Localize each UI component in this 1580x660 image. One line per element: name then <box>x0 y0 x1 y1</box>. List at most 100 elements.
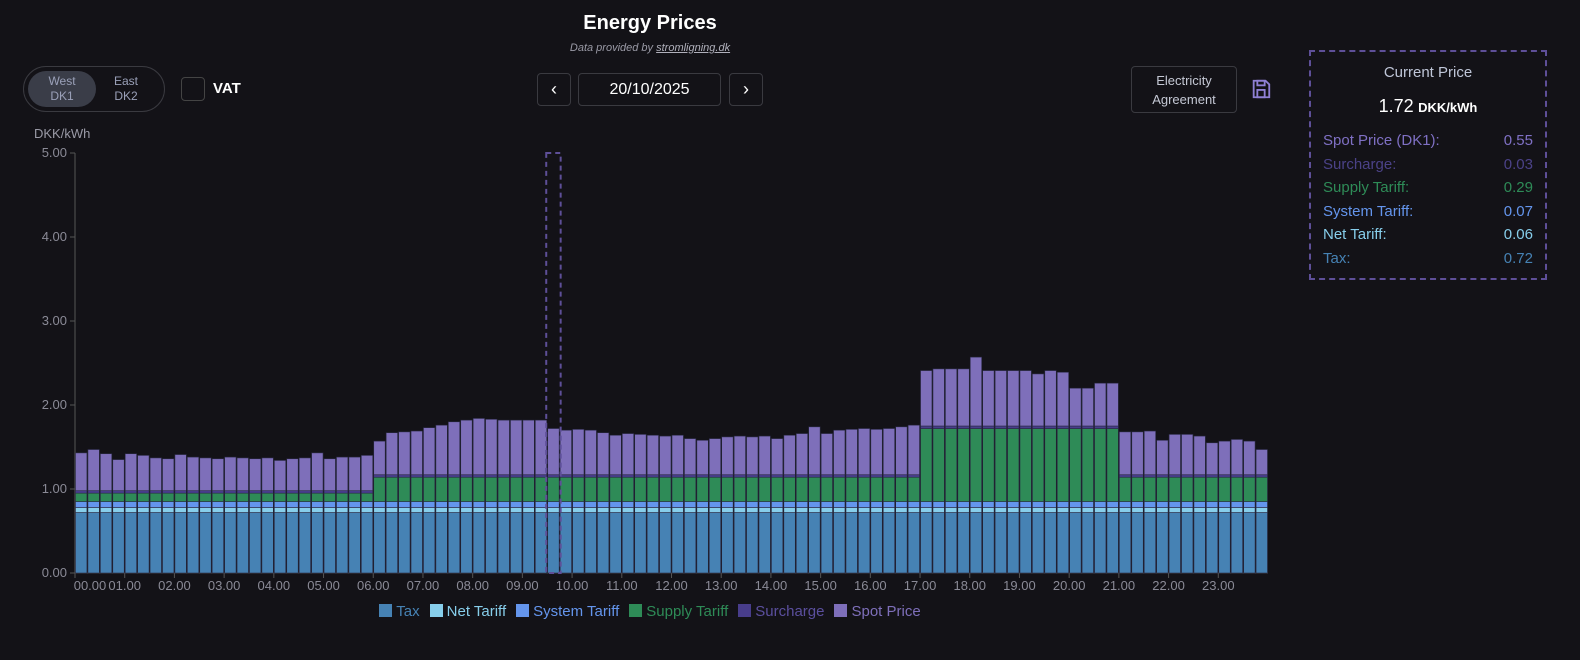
total-unit: DKK/kWh <box>1418 100 1478 115</box>
bar-segment-system-tariff <box>199 501 212 508</box>
bar-segment-supply-tariff <box>858 476 871 502</box>
bar-segment-net-tariff <box>870 507 883 513</box>
bar-segment-spot-price <box>311 452 324 491</box>
bar-segment-surcharge <box>1069 425 1082 429</box>
y-tick-label: 2.00 <box>42 397 67 412</box>
date-field[interactable]: 20/10/2025 <box>578 73 721 106</box>
bar-segment-spot-price <box>572 429 585 476</box>
bar-segment-net-tariff <box>361 507 374 513</box>
bar-segment-system-tariff <box>584 501 597 508</box>
bar-segment-spot-price <box>1081 387 1094 427</box>
next-day-button[interactable]: › <box>729 73 763 106</box>
bar-segment-surcharge <box>1156 474 1169 478</box>
bar-segment-spot-price <box>1056 371 1069 427</box>
bar-segment-surcharge <box>460 474 473 478</box>
bar-segment-tax <box>187 512 200 574</box>
bar-segment-tax <box>982 512 995 574</box>
bar-segment-system-tariff <box>460 501 473 508</box>
x-tick-label: 23.00 <box>1202 578 1235 593</box>
bar-segment-net-tariff <box>1056 507 1069 513</box>
bar-segment-net-tariff <box>882 507 895 513</box>
bar-segment-net-tariff <box>945 507 958 513</box>
bar-segment-spot-price <box>323 458 336 491</box>
bar-segment-tax <box>597 512 610 574</box>
bar-segment-system-tariff <box>485 501 498 508</box>
subtitle-prefix: Data provided by <box>569 42 657 54</box>
x-tick-label: 20.00 <box>1053 578 1086 593</box>
bar-segment-tax <box>1243 512 1256 574</box>
bar-segment-spot-price <box>485 418 498 476</box>
legend-item[interactable]: Supply Tariff <box>629 603 728 620</box>
bar-segment-supply-tariff <box>398 476 411 502</box>
save-button[interactable] <box>1250 78 1272 105</box>
legend-item[interactable]: Spot Price <box>834 603 921 620</box>
bar-segment-tax <box>323 512 336 574</box>
price-row: Tax: 0.72 <box>1323 250 1533 272</box>
bar-segment-supply-tariff <box>920 428 933 502</box>
bar-segment-net-tariff <box>659 507 672 513</box>
bar-segment-net-tariff <box>845 507 858 513</box>
bar-segment-net-tariff <box>795 507 808 513</box>
bar-segment-spot-price <box>435 424 448 476</box>
legend-item[interactable]: Tax <box>379 603 420 620</box>
region-code: DK2 <box>114 89 138 103</box>
legend-swatch <box>738 604 752 617</box>
bar-segment-supply-tariff <box>671 476 684 502</box>
bar-segment-supply-tariff <box>1056 428 1069 502</box>
bar-segment-spot-price <box>336 456 349 491</box>
bar-segment-tax <box>485 512 498 574</box>
floppy-disk-icon <box>1252 79 1271 99</box>
legend-item[interactable]: Net Tariff <box>429 603 506 620</box>
source-link[interactable]: stromligning.dk <box>656 42 731 54</box>
chevron-left-icon: ‹ <box>551 79 557 99</box>
bar-segment-tax <box>634 512 647 574</box>
bar-segment-supply-tariff <box>361 492 374 502</box>
bar-segment-surcharge <box>957 425 970 429</box>
bar-segment-system-tariff <box>1168 501 1181 508</box>
bar-segment-surcharge <box>1218 474 1231 478</box>
bar-segment-spot-price <box>858 428 871 476</box>
bar-segment-surcharge <box>472 474 485 478</box>
bar-segment-tax <box>758 512 771 574</box>
bar-segment-system-tariff <box>895 501 908 508</box>
bar-segment-tax <box>162 512 175 574</box>
bar-segment-spot-price <box>882 428 895 476</box>
bar-segment-surcharge <box>336 490 349 494</box>
legend-item[interactable]: Surcharge <box>738 603 824 620</box>
bar-segment-supply-tariff <box>969 428 982 502</box>
bar-segment-spot-price <box>522 419 535 476</box>
bar-segment-surcharge <box>858 474 871 478</box>
vat-checkbox[interactable] <box>181 77 205 101</box>
legend-item[interactable]: System Tariff <box>516 603 619 620</box>
bar-segment-net-tariff <box>162 507 175 513</box>
bar-segment-net-tariff <box>472 507 485 513</box>
region-toggle[interactable]: West DK1 East DK2 <box>23 66 165 112</box>
bar-segment-tax <box>1044 512 1057 574</box>
bar-segment-supply-tariff <box>261 492 274 502</box>
bar-segment-surcharge <box>75 490 88 494</box>
bar-segment-system-tariff <box>373 501 386 508</box>
bar-segment-spot-price <box>646 434 659 476</box>
bar-segment-surcharge <box>845 474 858 478</box>
bar-segment-system-tariff <box>137 501 150 508</box>
previous-day-button[interactable]: ‹ <box>537 73 571 106</box>
x-tick-label: 01.00 <box>108 578 141 593</box>
bar-segment-tax <box>808 512 821 574</box>
bar-segment-surcharge <box>87 490 100 494</box>
bar-segment-surcharge <box>1255 474 1268 478</box>
bar-segment-surcharge <box>783 474 796 478</box>
x-tick-label: 16.00 <box>854 578 887 593</box>
bar-segment-surcharge <box>261 490 274 494</box>
bar-segment-spot-price <box>969 356 982 427</box>
region-east-dk2[interactable]: East DK2 <box>92 71 160 107</box>
bar-segment-spot-price <box>460 419 473 476</box>
bar-segment-supply-tariff <box>609 476 622 502</box>
electricity-agreement-button[interactable]: Electricity Agreement <box>1131 66 1237 113</box>
bar-segment-spot-price <box>224 456 237 491</box>
region-west-dk1[interactable]: West DK1 <box>28 71 96 107</box>
bar-segment-net-tariff <box>522 507 535 513</box>
price-row-label: System Tariff: <box>1323 202 1414 220</box>
legend-label: System Tariff <box>533 603 620 620</box>
bar-segment-spot-price <box>1193 435 1206 476</box>
bar-segment-system-tariff <box>783 501 796 508</box>
